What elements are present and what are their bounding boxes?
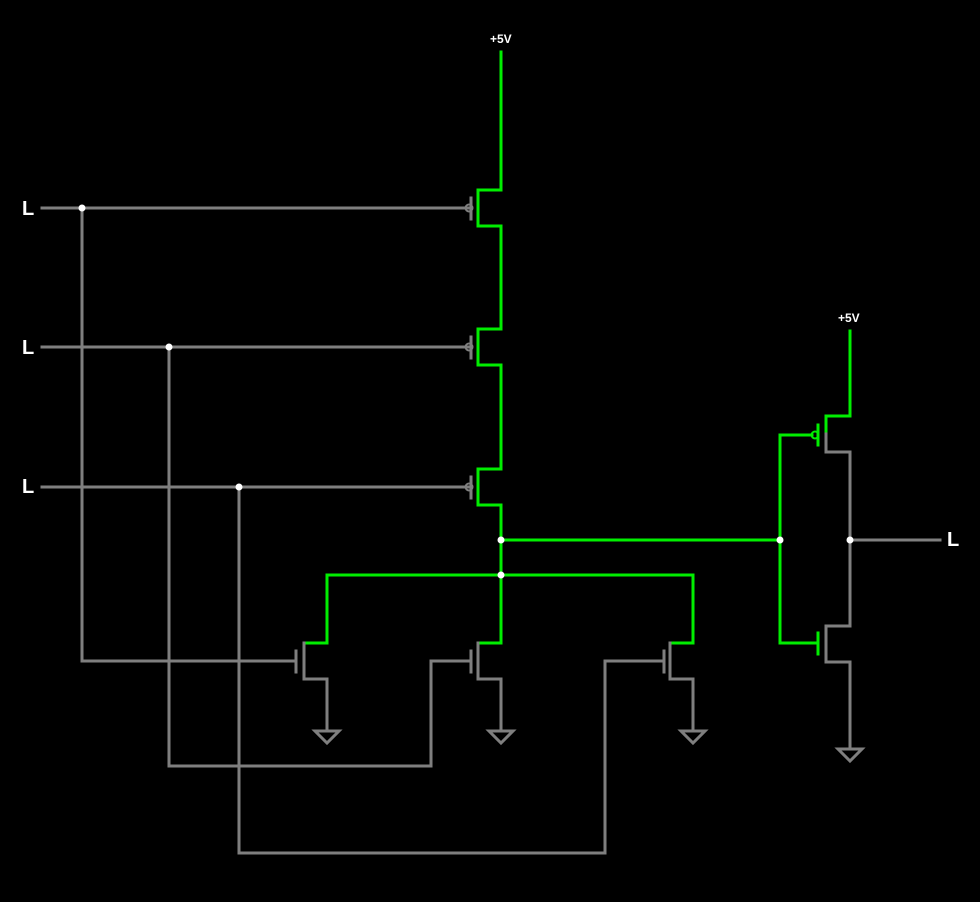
inverter-nmos-transistor[interactable] — [816, 538, 866, 764]
nmos-transistor-3[interactable] — [662, 573, 709, 746]
inverter-input-wire[interactable] — [778, 433, 820, 645]
nand-output-wire[interactable] — [325, 538, 782, 577]
inverter-pmos-transistor[interactable] — [810, 329, 852, 542]
input-label-a[interactable]: L — [22, 198, 34, 220]
pmos-transistor-2[interactable] — [464, 224, 503, 367]
nmos-transistor-1[interactable] — [294, 573, 343, 746]
junction-dot — [497, 536, 505, 544]
junction-dot — [235, 483, 243, 491]
junction-dot — [846, 536, 854, 544]
junction-dot — [776, 536, 784, 544]
input-label-b[interactable]: L — [22, 337, 34, 359]
input-wire-a[interactable] — [40, 206, 470, 663]
input-wire-b[interactable] — [40, 345, 473, 768]
output-label: L — [947, 529, 959, 551]
supply-label-inverter: +5V — [838, 311, 860, 325]
pmos-transistor-1[interactable] — [464, 50, 503, 228]
supply-label-nand: +5V — [490, 32, 512, 46]
pmos-transistor-3[interactable] — [464, 363, 503, 542]
junction-dot — [497, 571, 505, 579]
input-label-c[interactable]: L — [22, 476, 34, 498]
input-wire-c[interactable] — [40, 485, 666, 855]
junction-dot — [78, 204, 86, 212]
junction-dot — [165, 343, 173, 351]
nmos-transistor-2[interactable] — [469, 573, 517, 746]
